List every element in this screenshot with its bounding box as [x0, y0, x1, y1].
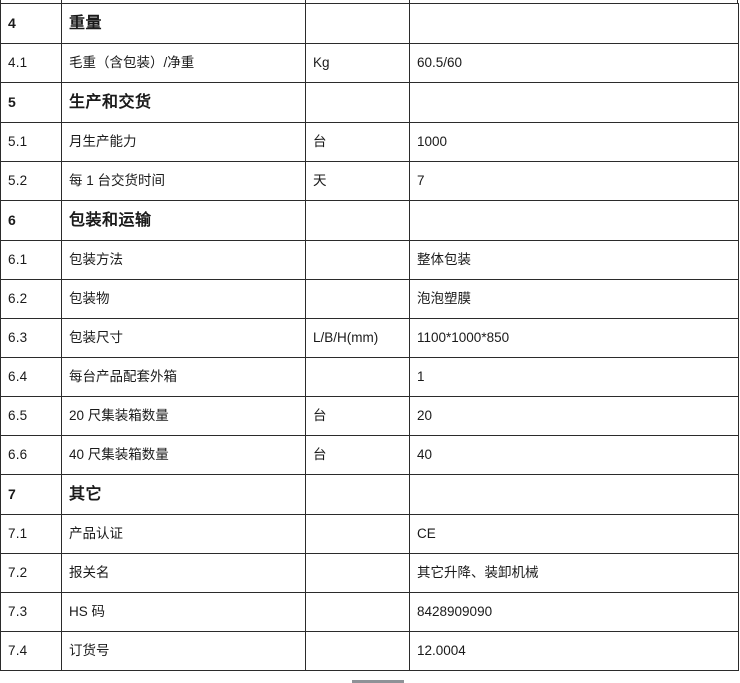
cell-unit — [305, 514, 410, 554]
cell-row-number: 7.4 — [0, 631, 62, 671]
cell-unit — [305, 592, 410, 632]
cell-value: 1 — [409, 357, 739, 397]
cell-item-name: 包装尺寸 — [61, 318, 306, 358]
table-row: 6.5 20 尺集装箱数量台 20 — [0, 396, 739, 436]
cell-row-number: 5 — [0, 82, 62, 123]
cell-value — [409, 3, 739, 44]
cell-unit — [305, 279, 410, 319]
table-row: 6.4 每台产品配套外箱 1 — [0, 357, 739, 397]
table-section-row: 5 生产和交货 — [0, 82, 739, 123]
cell-row-number: 7.1 — [0, 514, 62, 554]
cell-row-number: 6 — [0, 200, 62, 241]
cell-value: 40 — [409, 435, 739, 475]
table-section-row: 4 重量 — [0, 3, 739, 44]
cell-unit — [305, 82, 410, 123]
cell-unit — [305, 200, 410, 241]
cell-unit — [305, 3, 410, 44]
cell-item-name: 报关名 — [61, 553, 306, 593]
table-row: 5.1 月生产能力台 1000 — [0, 122, 739, 162]
table-row: 6.1 包装方法 整体包装 — [0, 240, 739, 280]
cell-unit: 台 — [305, 396, 410, 436]
cell-item-name: 40 尺集装箱数量 — [61, 435, 306, 475]
specification-table: 4 重量 4.1 毛重（含包装）/净重 Kg 60.5/60 5 生产和交货 5.1 月生产能力台… — [0, 3, 739, 671]
cell-value — [409, 82, 739, 123]
cell-item-name: 每台产品配套外箱 — [61, 357, 306, 397]
cell-item-name: 订货号 — [61, 631, 306, 671]
cell-section-title: 重量 — [61, 3, 306, 44]
cell-item-name: 包装物 — [61, 279, 306, 319]
table-row: 7.4 订货号 12.0004 — [0, 631, 739, 671]
cell-unit — [305, 240, 410, 280]
cell-unit: L/B/H(mm) — [305, 318, 410, 358]
cell-row-number: 5.1 — [0, 122, 62, 162]
cell-value: 1100*1000*850 — [409, 318, 739, 358]
cell-row-number: 6.2 — [0, 279, 62, 319]
cell-value: CE — [409, 514, 739, 554]
specification-table-body: 4 重量 4.1 毛重（含包装）/净重 Kg 60.5/60 5 生产和交货 5.1 月生产能力台… — [0, 3, 739, 671]
cell-value: 7 — [409, 161, 739, 201]
cell-value — [409, 200, 739, 241]
cell-item-name: HS 码 — [61, 592, 306, 632]
cell-value: 20 — [409, 396, 739, 436]
cell-row-number: 5.2 — [0, 161, 62, 201]
cell-unit — [305, 553, 410, 593]
cell-row-number: 6.1 — [0, 240, 62, 280]
cell-row-number: 6.5 — [0, 396, 62, 436]
table-row: 4.1 毛重（含包装）/净重 Kg 60.5/60 — [0, 43, 739, 83]
cell-row-number: 7.2 — [0, 553, 62, 593]
table-row: 6.6 40 尺集装箱数量台 40 — [0, 435, 739, 475]
cell-value: 整体包装 — [409, 240, 739, 280]
table-row: 7.2 报关名 其它升降、装卸机械 — [0, 553, 739, 593]
cell-item-name: 每 1 台交货时间 — [61, 161, 306, 201]
cell-unit: Kg — [305, 43, 410, 83]
cell-section-title: 生产和交货 — [61, 82, 306, 123]
cell-unit — [305, 631, 410, 671]
cell-section-title: 包装和运输 — [61, 200, 306, 241]
column-divider-2 — [305, 0, 306, 3]
cell-section-title: 其它 — [61, 474, 306, 515]
cell-unit: 台 — [305, 122, 410, 162]
scan-artifact — [352, 680, 404, 683]
table-row: 6.3 包装尺寸 L/B/H(mm) 1100*1000*850 — [0, 318, 739, 358]
cell-item-name: 20 尺集装箱数量 — [61, 396, 306, 436]
table-row: 5.2 每 1 台交货时间天 7 — [0, 161, 739, 201]
table-row: 7.3 HS 码 8428909090 — [0, 592, 739, 632]
table-section-row: 6 包装和运输 — [0, 200, 739, 241]
cell-value: 其它升降、装卸机械 — [409, 553, 739, 593]
cut-off-previous-row — [0, 0, 738, 3]
cell-row-number: 4 — [0, 3, 62, 44]
cell-row-number: 4.1 — [0, 43, 62, 83]
cell-row-number: 6.6 — [0, 435, 62, 475]
cell-unit: 天 — [305, 161, 410, 201]
cell-value: 60.5/60 — [409, 43, 739, 83]
cell-unit: 台 — [305, 435, 410, 475]
table-section-row: 7 其它 — [0, 474, 739, 515]
cell-value: 12.0004 — [409, 631, 739, 671]
cell-value: 8428909090 — [409, 592, 739, 632]
cell-value — [409, 474, 739, 515]
cell-row-number: 7 — [0, 474, 62, 515]
column-divider-1 — [61, 0, 62, 3]
cell-item-name: 月生产能力 — [61, 122, 306, 162]
column-divider-3 — [409, 0, 410, 3]
cell-item-name: 产品认证 — [61, 514, 306, 554]
table-row: 7.1 产品认证 CE — [0, 514, 739, 554]
cell-row-number: 7.3 — [0, 592, 62, 632]
cell-row-number: 6.3 — [0, 318, 62, 358]
table-row: 6.2 包装物 泡泡塑膜 — [0, 279, 739, 319]
cell-unit — [305, 474, 410, 515]
cell-item-name: 包装方法 — [61, 240, 306, 280]
cell-unit — [305, 357, 410, 397]
cell-row-number: 6.4 — [0, 357, 62, 397]
cell-item-name: 毛重（含包装）/净重 — [61, 43, 306, 83]
cell-value: 1000 — [409, 122, 739, 162]
cell-value: 泡泡塑膜 — [409, 279, 739, 319]
